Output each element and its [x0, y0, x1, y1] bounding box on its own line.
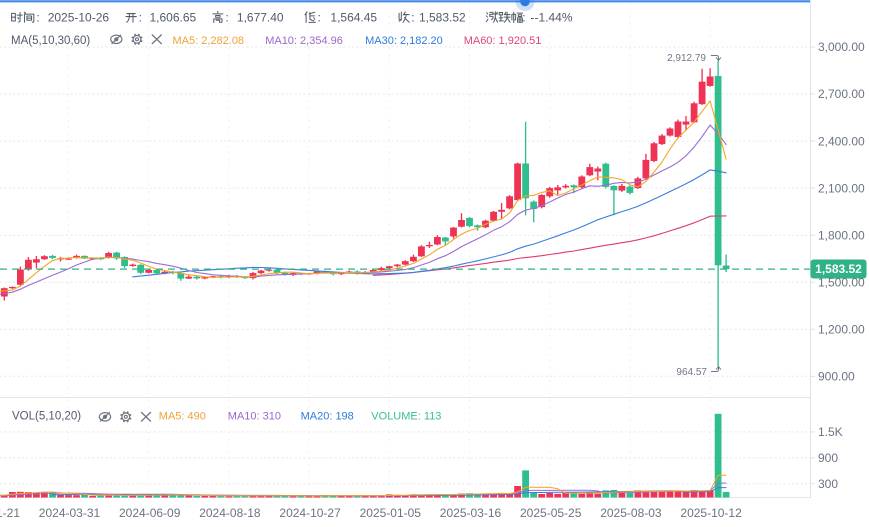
- svg-text:1,564.45: 1,564.45: [330, 11, 377, 25]
- svg-text:1,606.65: 1,606.65: [150, 11, 197, 25]
- svg-text:1,200.00: 1,200.00: [818, 322, 865, 336]
- svg-text:2,100.00: 2,100.00: [818, 181, 865, 195]
- svg-text:2025-01-05: 2025-01-05: [360, 506, 422, 520]
- svg-text:900: 900: [818, 451, 838, 465]
- svg-text:964.57: 964.57: [676, 367, 707, 378]
- svg-text:2024-01-21: 2024-01-21: [0, 506, 20, 520]
- svg-text:2,912.79: 2,912.79: [667, 53, 706, 64]
- svg-text:VOL(5,10,20): VOL(5,10,20): [12, 410, 81, 422]
- svg-text:MA5: 490: MA5: 490: [159, 410, 206, 422]
- svg-text:2025-05-25: 2025-05-25: [520, 506, 582, 520]
- svg-text::: :: [139, 11, 142, 25]
- svg-text::: :: [522, 11, 525, 25]
- svg-text::: :: [318, 11, 321, 25]
- svg-text:MA5: 2,282.08: MA5: 2,282.08: [173, 35, 245, 47]
- svg-text:3,000.00: 3,000.00: [818, 40, 865, 54]
- svg-text:1,500.00: 1,500.00: [818, 275, 865, 289]
- svg-text:2025-10-26: 2025-10-26: [48, 11, 110, 25]
- svg-text:1,677.40: 1,677.40: [237, 11, 284, 25]
- svg-text:1,583.52: 1,583.52: [419, 11, 466, 25]
- svg-text:2025-08-03: 2025-08-03: [600, 506, 662, 520]
- svg-text::: :: [36, 11, 39, 25]
- svg-text:1,800.00: 1,800.00: [818, 228, 865, 242]
- svg-text:MA(5,10,30,60): MA(5,10,30,60): [11, 35, 90, 47]
- svg-text:2024-10-27: 2024-10-27: [279, 506, 341, 520]
- svg-text::: :: [225, 11, 228, 25]
- svg-text:900.00: 900.00: [818, 370, 855, 384]
- svg-text:2024-06-09: 2024-06-09: [119, 506, 181, 520]
- svg-text::: :: [411, 11, 414, 25]
- svg-text:2,400.00: 2,400.00: [818, 134, 865, 148]
- svg-text:2,700.00: 2,700.00: [818, 87, 865, 101]
- svg-text:2025-03-16: 2025-03-16: [440, 506, 502, 520]
- svg-text:2024-03-31: 2024-03-31: [39, 506, 101, 520]
- svg-text:VOLUME: 113: VOLUME: 113: [371, 410, 441, 422]
- svg-text:MA60: 1,920.51: MA60: 1,920.51: [464, 35, 542, 47]
- svg-text:MA10: 310: MA10: 310: [228, 410, 281, 422]
- svg-text:MA10: 2,354.96: MA10: 2,354.96: [265, 35, 343, 47]
- svg-text:1.5K: 1.5K: [818, 425, 843, 439]
- svg-text:1,583.52: 1,583.52: [815, 262, 862, 276]
- svg-text:--1.44%: --1.44%: [531, 11, 573, 25]
- svg-text:MA30: 2,182.20: MA30: 2,182.20: [365, 35, 443, 47]
- svg-text:MA20: 198: MA20: 198: [301, 410, 354, 422]
- svg-text:300: 300: [818, 477, 838, 491]
- svg-text:2024-08-18: 2024-08-18: [199, 506, 261, 520]
- svg-text:2025-10-12: 2025-10-12: [680, 506, 742, 520]
